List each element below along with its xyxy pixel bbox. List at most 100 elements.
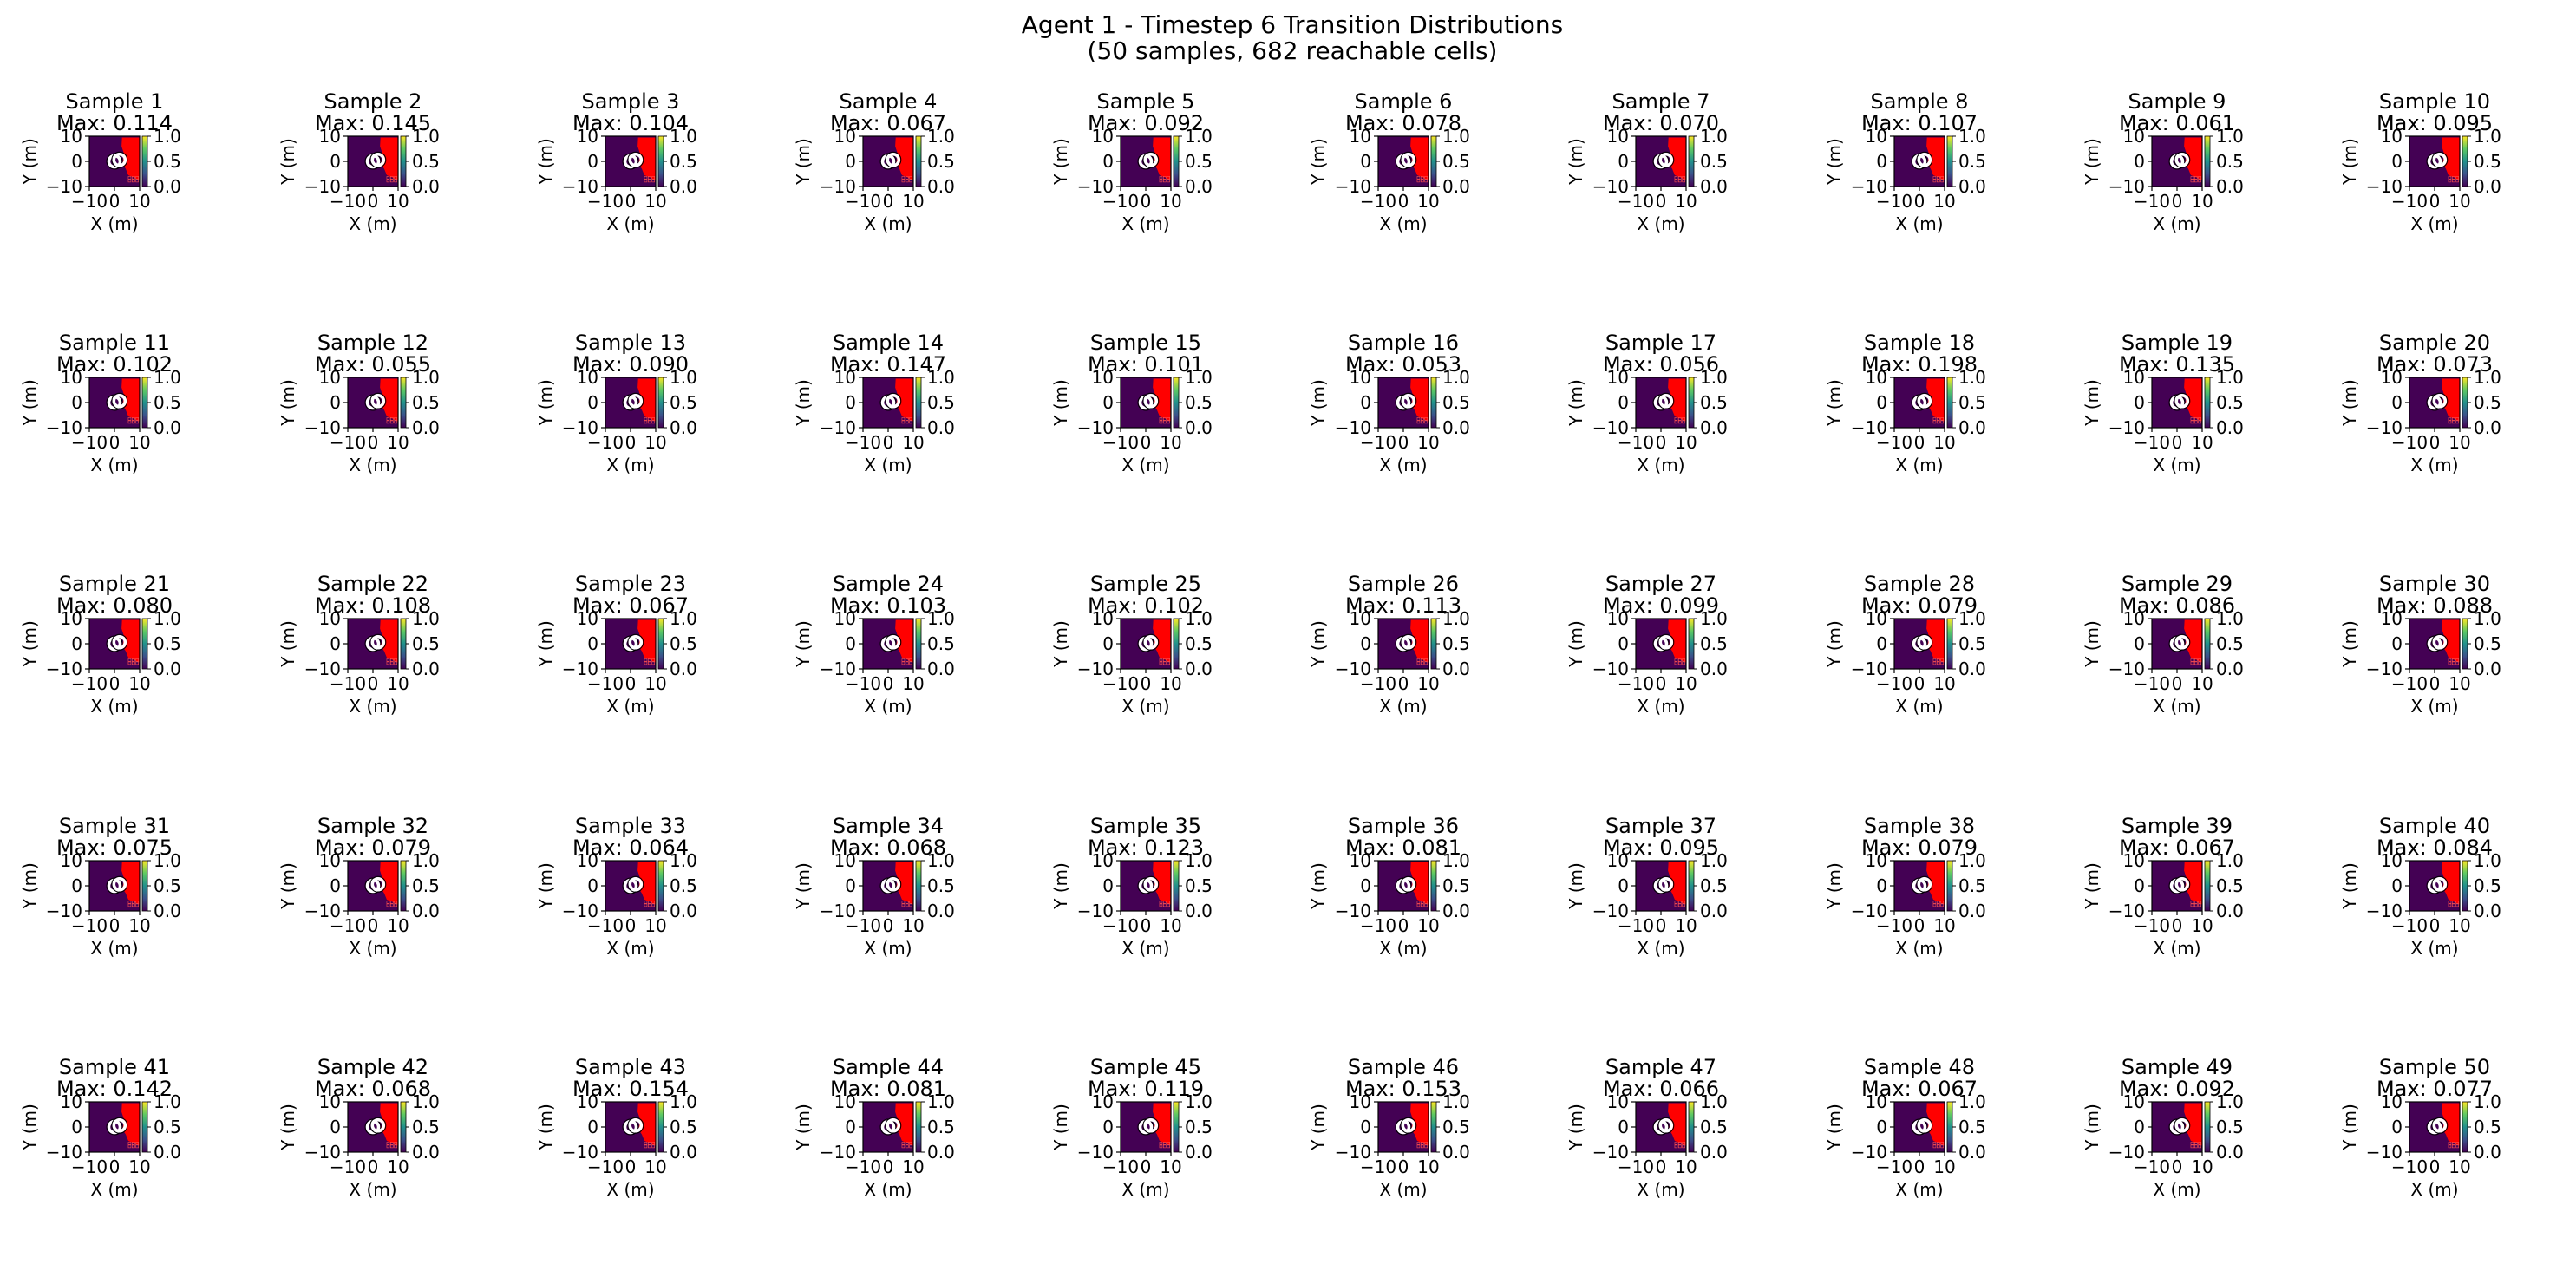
colorbar [1946,377,1953,429]
colorbar [141,860,148,912]
reachable-cell-outline [1932,1142,1937,1145]
y-tick-label: 10 [1350,367,1371,388]
max-prefix: Max: [315,352,371,377]
colorbar-tick-label: 0.5 [154,392,181,413]
y-tick-label: 10 [1866,850,1887,871]
panel-max-label: Max: 0.073 [2377,352,2493,377]
reachable-cell-outline [132,1144,135,1149]
reachable-region [2442,1103,2460,1146]
y-tick-label: −10 [304,658,341,679]
position-marker [1658,394,1674,409]
y-tick-label: 0 [1102,151,1114,172]
position-marker [370,394,386,409]
reachable-cell-outline [906,661,909,665]
reachable-cell-outline [2448,420,2452,424]
position-marker-outline [1657,1117,1675,1134]
reachable-cell-outline [389,179,394,183]
y-axis-label: Y (m) [1824,138,1845,186]
x-axis-label: X (m) [2153,455,2200,475]
colorbar [1430,377,1437,429]
colorbar-tick-label: 0.5 [1185,151,1213,172]
y-tick-label: 0 [1102,633,1114,654]
reachable-cell-outline [389,903,394,907]
reachable-cell-outline [1937,903,1940,907]
panel-max-label: Max: 0.079 [315,835,431,860]
x-tick-label: 0 [368,1156,379,1177]
reachable-cell-outline [1167,179,1170,183]
y-tick-label: 0 [2134,875,2145,896]
reachable-cell-outline [2448,417,2452,421]
colorbar [1173,377,1180,429]
x-tick-label: 0 [1398,1156,1409,1177]
max-prefix: Max: [2119,352,2175,377]
panel-max-label: Max: 0.067 [572,593,689,618]
y-tick-label: −10 [562,1142,598,1163]
colorbar-tick-label: 0.5 [1442,1117,1470,1137]
reachable-region [2184,1103,2202,1146]
y-tick-label: 0 [845,1117,856,1137]
reachable-cell-outline [651,661,655,665]
reachable-region [895,1103,913,1146]
colorbar [1946,135,1953,187]
x-tick-label: 10 [1933,915,1955,936]
panel-max-label: Max: 0.064 [572,835,689,860]
position-marker-outline [885,875,902,893]
x-tick-label: 10 [1160,915,1181,936]
reachable-region [2442,862,2460,905]
max-value: 0.086 [2175,593,2235,618]
x-axis-label: X (m) [2410,696,2458,717]
reachable-cell-outline [1159,1142,1163,1145]
reachable-cell-outline [132,179,135,183]
x-tick-label: 0 [2429,191,2441,212]
reachable-cell-outline [386,661,390,665]
panel-max-label: Max: 0.055 [315,352,431,377]
colorbar-tick-label: 0.0 [154,1142,181,1163]
max-value: 0.153 [1402,1077,1461,1101]
reachable-cell-outline [1416,1144,1421,1149]
colorbar-tick-label: 1.0 [2216,1091,2244,1112]
reachable-cell-outline [1682,903,1685,907]
colorbar [657,377,664,429]
panel-title: Sample 45 [1090,1055,1201,1079]
reachable-cell-outline [1421,901,1424,904]
panel-title: Sample 36 [1348,814,1459,838]
reachable-region [637,137,656,180]
reachable-cell-outline [1682,179,1685,183]
reachable-region [1668,619,1686,663]
y-tick-label: 10 [2381,126,2403,147]
reachable-cell-outline [1159,176,1163,180]
x-tick-label: −10 [330,1156,366,1177]
max-prefix: Max: [1345,352,1402,377]
y-tick-label: −10 [1592,901,1629,921]
colorbar-tick-label: 1.0 [1442,1091,1470,1112]
reachable-cell-outline [2452,420,2455,424]
y-tick-label: 10 [577,126,598,147]
colorbar [1173,618,1180,670]
y-tick-label: 10 [1092,608,1114,629]
colorbar-tick-label: 0.0 [1442,1142,1470,1163]
y-tick-label: −10 [1077,417,1114,438]
reachable-cell-outline [386,903,390,907]
y-tick-label: 0 [1360,875,1371,896]
position-marker [2432,635,2448,650]
reachable-cell-outline [1163,1144,1167,1149]
panel-max-label: Max: 0.077 [2377,1077,2493,1101]
reachable-cell-outline [1682,417,1685,421]
reachable-region [1410,1103,1429,1146]
y-tick-label: −10 [562,658,598,679]
reachable-cell-outline [135,661,139,665]
colorbar-tick-label: 0.0 [2216,176,2244,197]
reachable-cell-outline [644,903,648,907]
max-prefix: Max: [1088,352,1144,377]
y-tick-label: 10 [1866,367,1887,388]
max-prefix: Max: [1861,352,1918,377]
panel-title: Sample 33 [575,814,686,838]
colorbar-tick-label: 1.0 [154,367,181,388]
y-tick-label: −10 [2109,1142,2145,1163]
panel-max-label: Max: 0.086 [2119,593,2235,618]
x-tick-label: 10 [1417,915,1439,936]
colorbar-tick-label: 0.5 [670,875,697,896]
x-axis-label: X (m) [1637,213,1684,234]
